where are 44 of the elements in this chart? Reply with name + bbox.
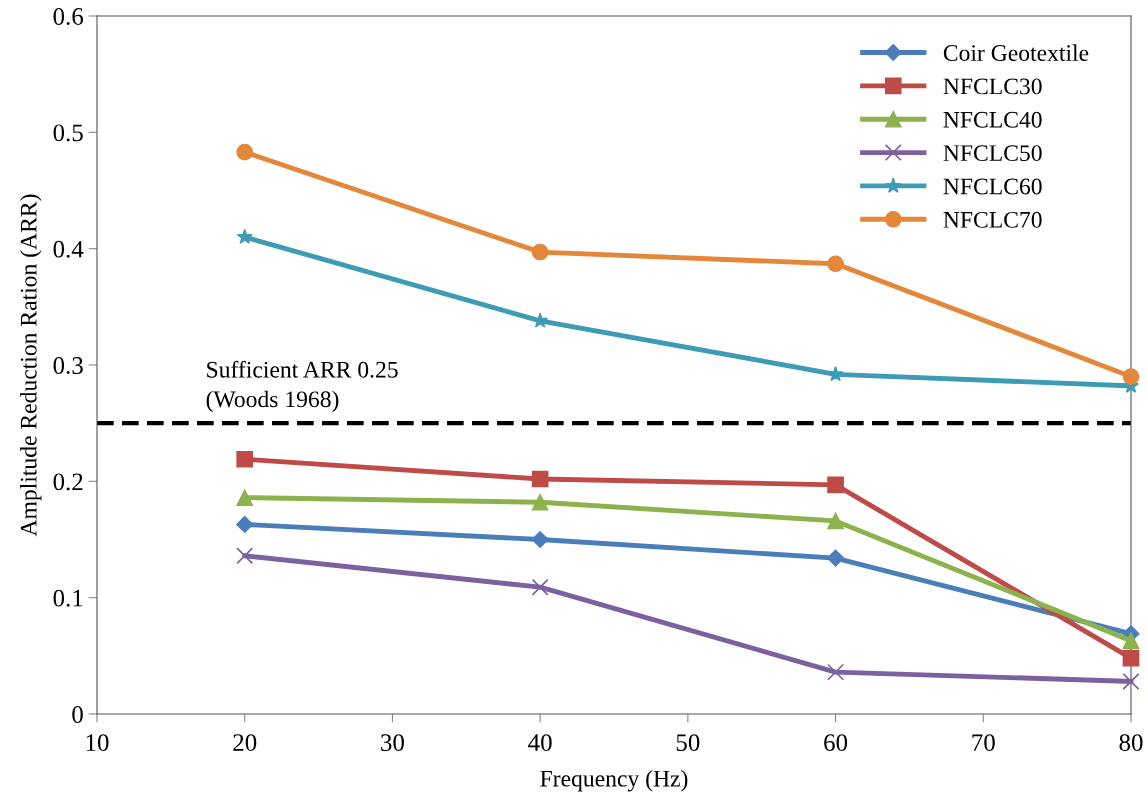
y-tick-label: 0.1	[53, 589, 83, 607]
legend-label: NFCLC70	[943, 211, 1042, 228]
x-tick-label: 60	[824, 734, 848, 752]
x-tick-label: 50	[676, 734, 700, 752]
point	[531, 493, 549, 511]
point	[531, 578, 549, 596]
point	[531, 470, 549, 488]
x-tick-label: 20	[233, 734, 257, 752]
x-tick-label: 30	[381, 734, 404, 752]
legend-label: NFCLC60	[943, 178, 1042, 195]
legend-label: NFCLC40	[943, 111, 1042, 128]
x-tick-label: 80	[1119, 734, 1143, 752]
point	[1122, 649, 1140, 667]
y-tick-label: 0	[72, 706, 83, 723]
y-tick-label: 0.4	[53, 240, 84, 258]
y-tick-label: 0.3	[53, 357, 83, 375]
point	[531, 243, 549, 261]
x-tick-label: 40	[528, 734, 552, 752]
legend-label: NFCLC30	[943, 78, 1042, 95]
point	[827, 512, 844, 530]
legend-label: NFCLC50	[943, 145, 1042, 162]
legend-label: Coir Geotextile	[943, 44, 1089, 61]
point	[236, 515, 254, 533]
ref-line-label: Sufficient ARR 0.25 (Woods 1968)	[206, 360, 398, 413]
point	[236, 143, 254, 161]
point	[236, 450, 254, 468]
y-tick-label: 0.2	[53, 473, 83, 491]
y-tick-label: 0.5	[53, 124, 83, 142]
point	[827, 476, 844, 494]
point	[236, 228, 253, 244]
point	[827, 255, 844, 273]
point	[827, 663, 845, 681]
y-axis-title: Amplitude Reduction Ration (ARR)	[20, 194, 42, 537]
point	[1122, 368, 1140, 385]
y-tick-label: 0.6	[53, 8, 84, 26]
x-axis-title: Frequency (Hz)	[540, 770, 688, 792]
point	[827, 549, 845, 567]
point	[1122, 632, 1140, 650]
point	[1122, 672, 1140, 690]
point	[236, 489, 254, 506]
x-tick-label: 70	[972, 734, 995, 752]
point	[236, 547, 254, 565]
x-tick-label: 10	[86, 734, 109, 752]
point	[531, 530, 549, 549]
